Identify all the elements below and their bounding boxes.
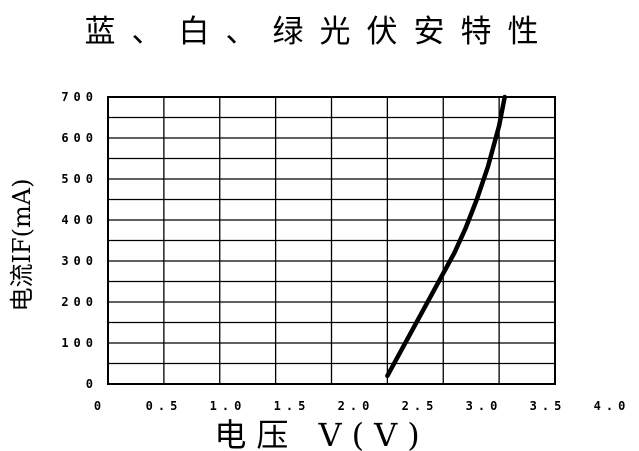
x-tick-label: 1.0: [210, 399, 247, 413]
x-tick-label: 3.5: [530, 399, 567, 413]
y-tick-label: 600: [61, 131, 98, 145]
x-axis-label: 电压 V(V): [214, 416, 429, 451]
x-tick-label: 2.0: [338, 399, 375, 413]
y-tick-label: 400: [61, 213, 98, 227]
y-tick-labels: 0 100 200 300 400 500 600 700: [61, 90, 98, 391]
y-tick-label: 200: [61, 295, 98, 309]
chart-title: 蓝、白、绿光伏安特性: [84, 14, 555, 50]
x-tick-label: 0: [94, 399, 106, 413]
y-tick-label: 500: [61, 172, 98, 186]
series-layer: [385, 94, 507, 379]
y-tick-label: 0: [86, 377, 98, 391]
x-tick-label: 1.5: [274, 399, 311, 413]
plot-frame: [107, 96, 556, 385]
x-tick-label: 3.0: [466, 399, 503, 413]
x-tick-label: 4.0: [594, 399, 631, 413]
x-tick-label: 2.5: [402, 399, 439, 413]
series-line-1: [385, 94, 507, 379]
x-tick-labels: 0 0.5 1.0 1.5 2.0 2.5 3.0 3.5 4.0: [94, 399, 631, 413]
x-tick-label: 0.5: [146, 399, 183, 413]
y-tick-label: 700: [61, 90, 98, 104]
y-tick-label: 100: [61, 336, 98, 350]
y-axis-label: 电流IF(mA): [8, 179, 36, 312]
y-tick-label: 300: [61, 254, 98, 268]
grid-layer: [107, 96, 556, 385]
